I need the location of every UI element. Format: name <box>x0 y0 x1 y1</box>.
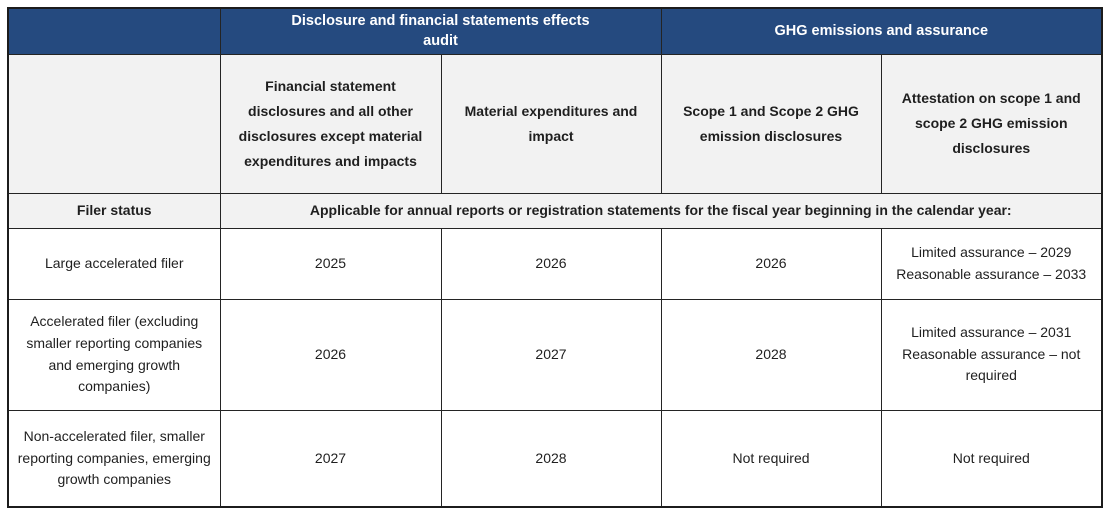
applicability-note: Applicable for annual reports or registr… <box>219 192 1103 229</box>
filer-status-label: Filer status <box>7 192 221 229</box>
column-header-financial-statement-disclosures: Financial statement disclosures and all … <box>219 53 442 194</box>
cell-attestation: Limited assurance – 2029 Reasonable assu… <box>880 227 1103 300</box>
cell-scope-disclosures-year: Not required <box>660 409 882 508</box>
table-row-large-accelerated-filer: Large accelerated filer 2025 2026 2026 L… <box>7 227 1103 300</box>
cell-attestation: Not required <box>880 409 1103 508</box>
table-row-accelerated-filer: Accelerated filer (excluding smaller rep… <box>7 298 1103 411</box>
row-label: Accelerated filer (excluding smaller rep… <box>7 298 221 411</box>
group-header-spacer-cell <box>7 7 221 55</box>
group-header-disclosure-audit: Disclosure and financial statements effe… <box>219 7 662 55</box>
group-header-ghg-assurance-label: GHG emissions and assurance <box>774 23 989 40</box>
group-header-disclosure-audit-label: Disclosure and financial statements effe… <box>291 13 590 50</box>
column-header-spacer-cell <box>7 53 221 194</box>
cell-material-expenditures-year: 2027 <box>440 298 662 411</box>
row-label: Non-accelerated filer, smaller reporting… <box>7 409 221 508</box>
cell-attestation: Limited assurance – 2031 Reasonable assu… <box>880 298 1103 411</box>
column-header-scope-disclosures: Scope 1 and Scope 2 GHG emission disclos… <box>660 53 882 194</box>
group-header-row: Disclosure and financial statements effe… <box>7 7 1103 55</box>
cell-disclosures-year: 2026 <box>219 298 442 411</box>
column-header-row: Financial statement disclosures and all … <box>7 53 1103 194</box>
column-header-attestation: Attestation on scope 1 and scope 2 GHG e… <box>880 53 1103 194</box>
cell-material-expenditures-year: 2028 <box>440 409 662 508</box>
cell-disclosures-year: 2025 <box>219 227 442 300</box>
column-header-material-expenditures: Material expenditures and impact <box>440 53 662 194</box>
row-label: Large accelerated filer <box>7 227 221 300</box>
cell-material-expenditures-year: 2026 <box>440 227 662 300</box>
cell-disclosures-year: 2027 <box>219 409 442 508</box>
compliance-timeline-table: Disclosure and financial statements effe… <box>7 7 1103 509</box>
table-row-non-accelerated-filer: Non-accelerated filer, smaller reporting… <box>7 409 1103 508</box>
group-header-ghg-assurance: GHG emissions and assurance <box>660 7 1103 55</box>
cell-scope-disclosures-year: 2026 <box>660 227 882 300</box>
filer-status-band-row: Filer status Applicable for annual repor… <box>7 192 1103 229</box>
cell-scope-disclosures-year: 2028 <box>660 298 882 411</box>
